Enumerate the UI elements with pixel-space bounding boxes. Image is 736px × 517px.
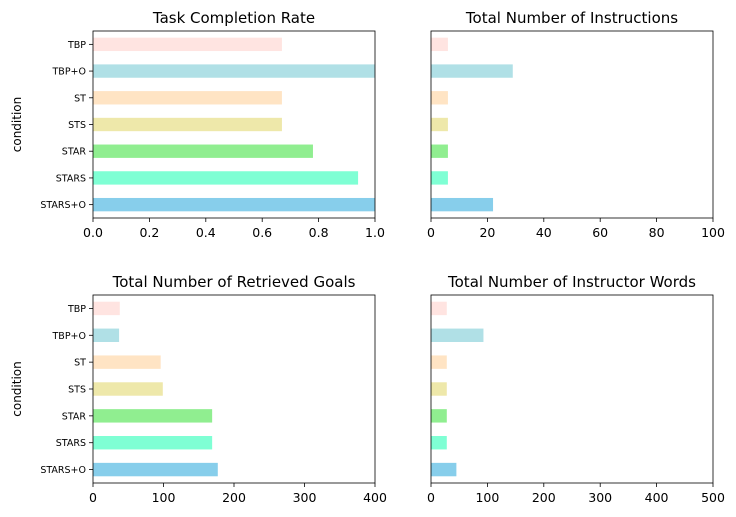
bar-tbp-pluso (431, 64, 513, 78)
category-label: STAR (62, 411, 87, 422)
x-tick-label: 0.6 (252, 225, 272, 240)
category-label: STS (68, 120, 86, 131)
y-axis-label: condition (10, 97, 24, 152)
bar-sts (93, 382, 163, 396)
x-tick-label: 0.0 (83, 225, 103, 240)
bar-tbp (431, 301, 447, 316)
bar-st (431, 355, 447, 369)
x-tick-label: 0 (427, 225, 435, 240)
x-tick-label: 0 (89, 490, 97, 505)
category-label: ST (74, 93, 86, 104)
category-label: STARS (56, 438, 86, 449)
x-tick-label: 200 (532, 490, 556, 505)
bar-stars (431, 436, 447, 450)
x-tick-label: 400 (645, 490, 669, 505)
bar-stars-pluso (431, 197, 494, 212)
category-label: TBP+O (52, 67, 87, 78)
bar-sts (431, 117, 448, 132)
x-tick-label: 20 (479, 225, 495, 240)
chart-panel-2: 0 20 40 60 80 100 Total Number of Instructions (427, 9, 725, 240)
chart-title: Total Number of Retrieved Goals (112, 273, 356, 291)
x-tick-label: 80 (649, 225, 665, 240)
bar-star (93, 144, 313, 158)
chart-panel-4: 0 100 200 300 400 500 Total Number of Instruct… (427, 273, 725, 505)
bar-star (93, 409, 213, 423)
bar-st (93, 355, 161, 369)
x-tick-label: 200 (222, 490, 246, 505)
x-tick-label: 0.4 (196, 225, 216, 240)
axes-frame (430, 294, 714, 484)
category-label: STAR (62, 147, 87, 158)
x-tick-label: 1.0 (365, 225, 385, 240)
x-tick-label: 0.2 (139, 225, 159, 240)
x-tick-label: 60 (592, 225, 608, 240)
bar-tbp-pluso (93, 328, 120, 342)
x-tick-label: 100 (701, 225, 725, 240)
x-tick-label: 400 (363, 490, 387, 505)
bar-star (431, 409, 447, 423)
chart-title: Task Completion Rate (152, 9, 315, 27)
bar-star (431, 144, 448, 158)
bar-tbp (93, 301, 120, 316)
x-tick-label: 300 (293, 490, 317, 505)
bar-tbp (93, 37, 282, 52)
x-tick-label: 100 (152, 490, 176, 505)
x-tick-label: 300 (588, 490, 612, 505)
bar-stars-pluso (431, 462, 457, 477)
axes-frame (430, 30, 714, 219)
x-tick-label: 40 (536, 225, 552, 240)
category-label: TBP (67, 304, 86, 315)
x-tick-label: 0 (427, 490, 435, 505)
chart-title: Total Number of Instructions (465, 9, 678, 27)
chart-title: Total Number of Instructor Words (447, 273, 696, 291)
category-label: STARS+O (40, 200, 86, 211)
x-tick-label: 0.8 (309, 225, 329, 240)
bar-tbp-pluso (93, 64, 375, 78)
axes-frame (92, 30, 376, 219)
x-tick-label: 500 (701, 490, 725, 505)
bar-st (93, 91, 282, 105)
bar-st (431, 91, 448, 105)
category-label: STARS+O (40, 465, 86, 476)
bar-tbp-pluso (431, 328, 484, 342)
bar-stars-pluso (93, 462, 218, 477)
y-axis-label: condition (10, 361, 24, 416)
chart-panel-1: TBP TBP+O ST STS STAR STARS STARS+O 0.0 0.2 0.4 0.… (10, 9, 385, 240)
bar-sts (93, 117, 282, 132)
x-tick-label: 100 (475, 490, 499, 505)
bar-stars (93, 171, 359, 185)
bar-stars (93, 436, 213, 450)
bar-tbp (431, 37, 448, 52)
category-label: TBP (67, 40, 86, 51)
category-label: STARS (56, 173, 86, 184)
bar-sts (431, 382, 447, 396)
category-label: ST (74, 358, 86, 369)
category-label: TBP+O (52, 331, 87, 342)
category-label: STS (68, 385, 86, 396)
chart-panel-3: TBP TBP+O ST STS STAR STARS STARS+O 0 100 200 300 4… (10, 273, 387, 505)
bar-stars (431, 171, 448, 185)
bar-stars-pluso (93, 197, 375, 212)
